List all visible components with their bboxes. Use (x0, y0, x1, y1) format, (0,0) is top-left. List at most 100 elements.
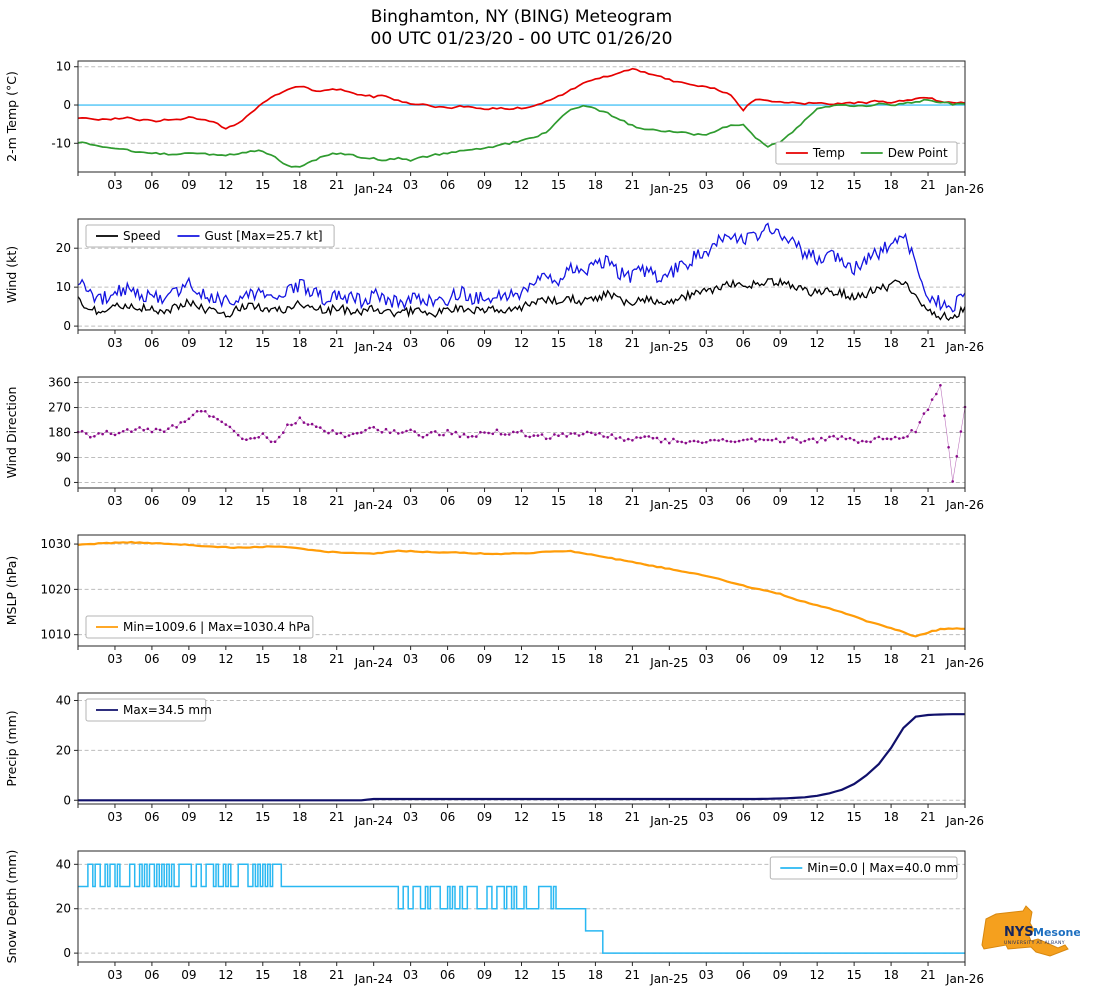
svg-text:09: 09 (477, 336, 492, 350)
svg-text:Jan-24: Jan-24 (354, 340, 393, 354)
svg-text:09: 09 (477, 652, 492, 666)
svg-text:Jan-25: Jan-25 (649, 182, 688, 196)
svg-text:0: 0 (63, 475, 71, 489)
svg-text:09: 09 (477, 968, 492, 982)
svg-text:180: 180 (48, 425, 71, 439)
svg-text:Jan-26: Jan-26 (945, 972, 984, 986)
svg-text:03: 03 (107, 652, 122, 666)
svg-text:18: 18 (292, 652, 307, 666)
svg-text:03: 03 (699, 652, 714, 666)
svg-text:21: 21 (625, 810, 640, 824)
svg-text:12: 12 (514, 652, 529, 666)
svg-text:12: 12 (514, 494, 529, 508)
svg-text:Jan-25: Jan-25 (649, 972, 688, 986)
svg-text:06: 06 (144, 968, 159, 982)
svg-text:03: 03 (107, 494, 122, 508)
logo-org-text: NYS (1004, 925, 1034, 940)
svg-text:06: 06 (440, 652, 455, 666)
svg-text:10: 10 (56, 280, 71, 294)
svg-text:15: 15 (846, 336, 861, 350)
svg-text:18: 18 (292, 968, 307, 982)
svg-text:Max=34.5 mm: Max=34.5 mm (123, 703, 212, 717)
svg-text:12: 12 (218, 336, 233, 350)
svg-text:18: 18 (292, 336, 307, 350)
logo-name-text: Mesonet (1033, 926, 1080, 939)
svg-text:Gust [Max=25.7 kt]: Gust [Max=25.7 kt] (205, 229, 323, 243)
svg-text:21: 21 (625, 652, 640, 666)
svg-text:15: 15 (255, 494, 270, 508)
svg-text:06: 06 (144, 494, 159, 508)
svg-text:360: 360 (48, 375, 71, 389)
svg-text:06: 06 (736, 810, 751, 824)
svg-text:15: 15 (551, 810, 566, 824)
svg-text:-10: -10 (51, 136, 71, 150)
svg-text:15: 15 (255, 810, 270, 824)
svg-text:15: 15 (846, 652, 861, 666)
svg-text:21: 21 (920, 652, 935, 666)
svg-text:21: 21 (329, 178, 344, 192)
svg-text:15: 15 (551, 336, 566, 350)
svg-text:12: 12 (218, 494, 233, 508)
svg-text:06: 06 (144, 810, 159, 824)
svg-text:21: 21 (329, 336, 344, 350)
svg-text:Wind Direction: Wind Direction (4, 386, 19, 478)
svg-text:18: 18 (588, 336, 603, 350)
svg-text:20: 20 (56, 743, 71, 757)
svg-text:06: 06 (144, 336, 159, 350)
temp-dewpoint-chart: -10 0 10 03 06 09 12 15 18 21 Jan-24 03 06 09 12 15 18 21… (4, 60, 984, 196)
svg-text:03: 03 (403, 494, 418, 508)
svg-text:21: 21 (329, 810, 344, 824)
svg-text:Jan-26: Jan-26 (945, 340, 984, 354)
svg-text:09: 09 (773, 810, 788, 824)
svg-text:12: 12 (810, 178, 825, 192)
svg-text:03: 03 (107, 336, 122, 350)
svg-text:1010: 1010 (40, 628, 71, 642)
svg-text:09: 09 (181, 810, 196, 824)
svg-text:21: 21 (920, 178, 935, 192)
svg-text:1020: 1020 (40, 582, 71, 596)
svg-text:10: 10 (56, 60, 71, 74)
chart-subtitle: 00 UTC 01/23/20 - 00 UTC 01/26/20 (370, 29, 673, 50)
nys-mesonet-logo: NYS Mesonet UNIVERSITY AT ALBANY (976, 903, 1086, 971)
svg-text:18: 18 (883, 494, 898, 508)
svg-text:MSLP (hPa): MSLP (hPa) (4, 556, 19, 626)
svg-text:12: 12 (514, 968, 529, 982)
svg-text:18: 18 (883, 178, 898, 192)
svg-text:21: 21 (329, 494, 344, 508)
svg-text:Jan-25: Jan-25 (649, 340, 688, 354)
svg-text:12: 12 (218, 810, 233, 824)
svg-text:Min=0.0 | Max=40.0 mm: Min=0.0 | Max=40.0 mm (807, 861, 958, 875)
svg-text:15: 15 (846, 178, 861, 192)
svg-text:06: 06 (440, 968, 455, 982)
svg-text:06: 06 (736, 968, 751, 982)
svg-text:06: 06 (440, 336, 455, 350)
chart-title: Binghamton, NY (BING) Meteogram (370, 7, 673, 27)
svg-text:09: 09 (773, 652, 788, 666)
svg-text:09: 09 (181, 968, 196, 982)
svg-text:Jan-24: Jan-24 (354, 656, 393, 670)
wind-speed-gust-chart: 0 10 20 03 06 09 12 15 18 21 Jan-24 03 06 09 12 15 18 21 J… (4, 218, 984, 354)
svg-text:03: 03 (403, 810, 418, 824)
precip-chart: 0 20 40 03 06 09 12 15 18 21 Jan-24 03 06 09 12 15 18 21 J… (4, 692, 984, 828)
svg-text:Jan-24: Jan-24 (354, 182, 393, 196)
svg-text:Jan-25: Jan-25 (649, 814, 688, 828)
svg-text:21: 21 (920, 810, 935, 824)
svg-text:18: 18 (588, 494, 603, 508)
svg-text:03: 03 (403, 336, 418, 350)
svg-text:40: 40 (56, 857, 71, 871)
ny-state-shape (981, 905, 1069, 957)
svg-text:15: 15 (551, 494, 566, 508)
svg-text:Jan-24: Jan-24 (354, 814, 393, 828)
svg-text:15: 15 (551, 968, 566, 982)
svg-text:09: 09 (773, 968, 788, 982)
svg-text:21: 21 (329, 968, 344, 982)
svg-text:12: 12 (810, 968, 825, 982)
svg-text:15: 15 (255, 968, 270, 982)
svg-text:18: 18 (588, 652, 603, 666)
svg-text:Snow Depth (mm): Snow Depth (mm) (4, 849, 19, 963)
svg-text:03: 03 (699, 494, 714, 508)
svg-text:15: 15 (846, 968, 861, 982)
svg-text:03: 03 (107, 178, 122, 192)
